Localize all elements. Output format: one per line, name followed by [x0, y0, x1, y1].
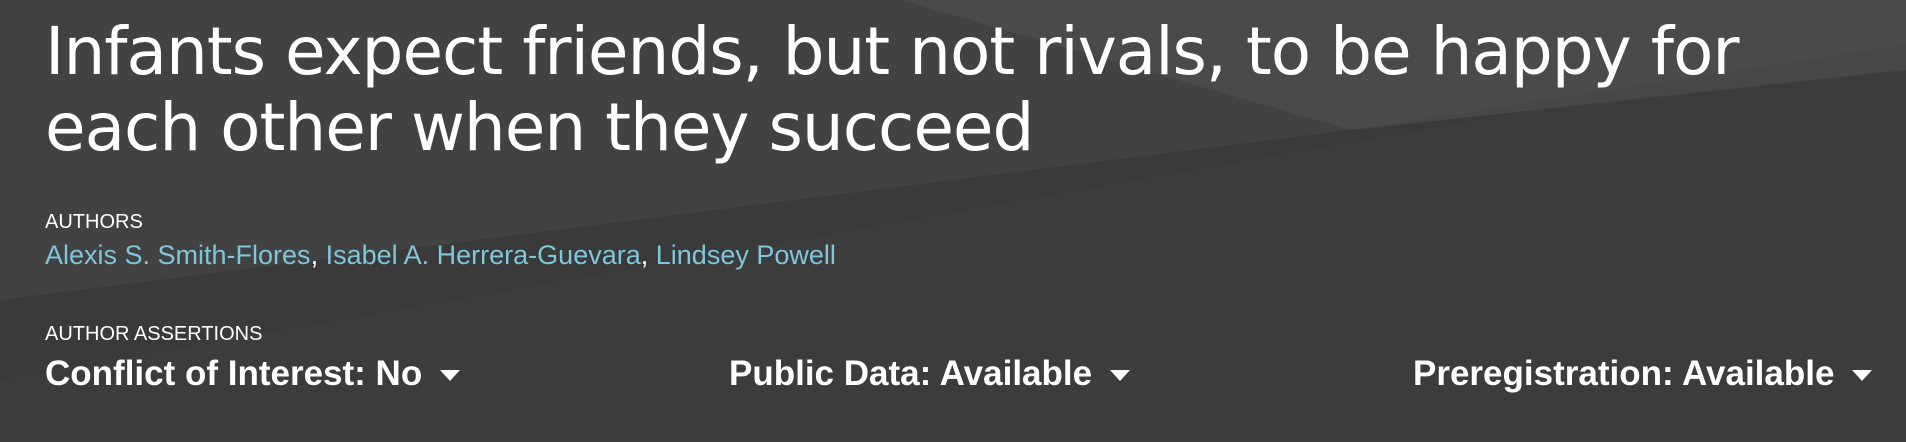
author-assertions-label: AUTHOR ASSERTIONS — [45, 323, 263, 345]
preregistration-label: Preregistration: Available — [1413, 354, 1835, 393]
preregistration-dropdown[interactable]: Preregistration: Available — [1413, 352, 1873, 396]
caret-down-icon — [440, 370, 461, 381]
author-link[interactable]: Lindsey Powell — [655, 240, 836, 270]
author-separator: , — [640, 240, 649, 270]
article-header: Infants expect friends, but not rivals, … — [45, 0, 1873, 442]
authors-label: AUTHORS — [45, 211, 143, 233]
author-separator: , — [310, 240, 319, 270]
author-link[interactable]: Alexis S. Smith-Flores — [45, 240, 311, 270]
public-data-dropdown[interactable]: Public Data: Available — [729, 352, 1131, 396]
caret-down-icon — [1852, 370, 1873, 381]
caret-down-icon — [1110, 370, 1131, 381]
authors-list: Alexis S. Smith-Flores, Isabel A. Herrer… — [45, 238, 836, 272]
conflict-of-interest-label: Conflict of Interest: No — [45, 354, 423, 393]
author-link[interactable]: Isabel A. Herrera-Guevara — [325, 240, 641, 270]
conflict-of-interest-dropdown[interactable]: Conflict of Interest: No — [45, 352, 461, 396]
public-data-label: Public Data: Available — [729, 354, 1093, 393]
article-title: Infants expect friends, but not rivals, … — [45, 13, 1739, 166]
